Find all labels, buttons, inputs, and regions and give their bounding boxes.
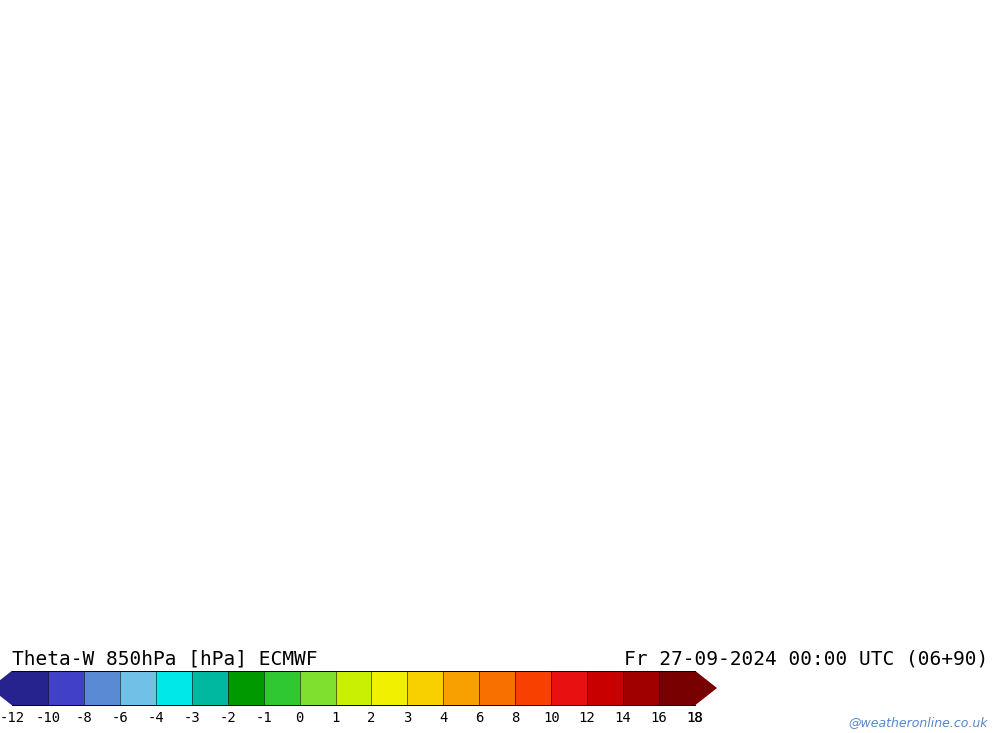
Polygon shape [443, 671, 479, 705]
Polygon shape [515, 671, 551, 705]
Polygon shape [84, 671, 120, 705]
Text: 12: 12 [579, 710, 596, 724]
Text: 16: 16 [651, 710, 667, 724]
Polygon shape [228, 671, 264, 705]
Polygon shape [407, 671, 443, 705]
Text: 4: 4 [439, 710, 448, 724]
Polygon shape [659, 671, 695, 705]
Polygon shape [156, 671, 192, 705]
Text: 8: 8 [511, 710, 519, 724]
Text: 14: 14 [615, 710, 631, 724]
Text: 0: 0 [295, 710, 304, 724]
Text: 10: 10 [543, 710, 560, 724]
Text: Fr 27-09-2024 00:00 UTC (06+90): Fr 27-09-2024 00:00 UTC (06+90) [624, 649, 988, 668]
Text: 3: 3 [403, 710, 412, 724]
Polygon shape [300, 671, 336, 705]
Polygon shape [695, 671, 717, 705]
Polygon shape [192, 671, 228, 705]
Text: 6: 6 [475, 710, 484, 724]
Text: -8: -8 [76, 710, 92, 724]
Text: -12: -12 [0, 710, 25, 724]
Polygon shape [120, 671, 156, 705]
Text: 18: 18 [687, 710, 703, 724]
Text: 2: 2 [367, 710, 376, 724]
Text: -4: -4 [147, 710, 164, 724]
Polygon shape [12, 671, 48, 705]
Text: -6: -6 [111, 710, 128, 724]
Text: -3: -3 [183, 710, 200, 724]
Text: @weatheronline.co.uk: @weatheronline.co.uk [848, 715, 988, 729]
Polygon shape [623, 671, 659, 705]
Polygon shape [336, 671, 371, 705]
Polygon shape [0, 671, 12, 705]
Polygon shape [479, 671, 515, 705]
Polygon shape [48, 671, 84, 705]
Text: Theta-W 850hPa [hPa] ECMWF: Theta-W 850hPa [hPa] ECMWF [12, 649, 318, 668]
Polygon shape [551, 671, 587, 705]
Text: -1: -1 [255, 710, 272, 724]
Text: 18: 18 [687, 710, 703, 724]
Text: -2: -2 [219, 710, 236, 724]
Polygon shape [587, 671, 623, 705]
Text: 1: 1 [331, 710, 340, 724]
Text: -10: -10 [35, 710, 61, 724]
Polygon shape [264, 671, 300, 705]
Polygon shape [371, 671, 407, 705]
